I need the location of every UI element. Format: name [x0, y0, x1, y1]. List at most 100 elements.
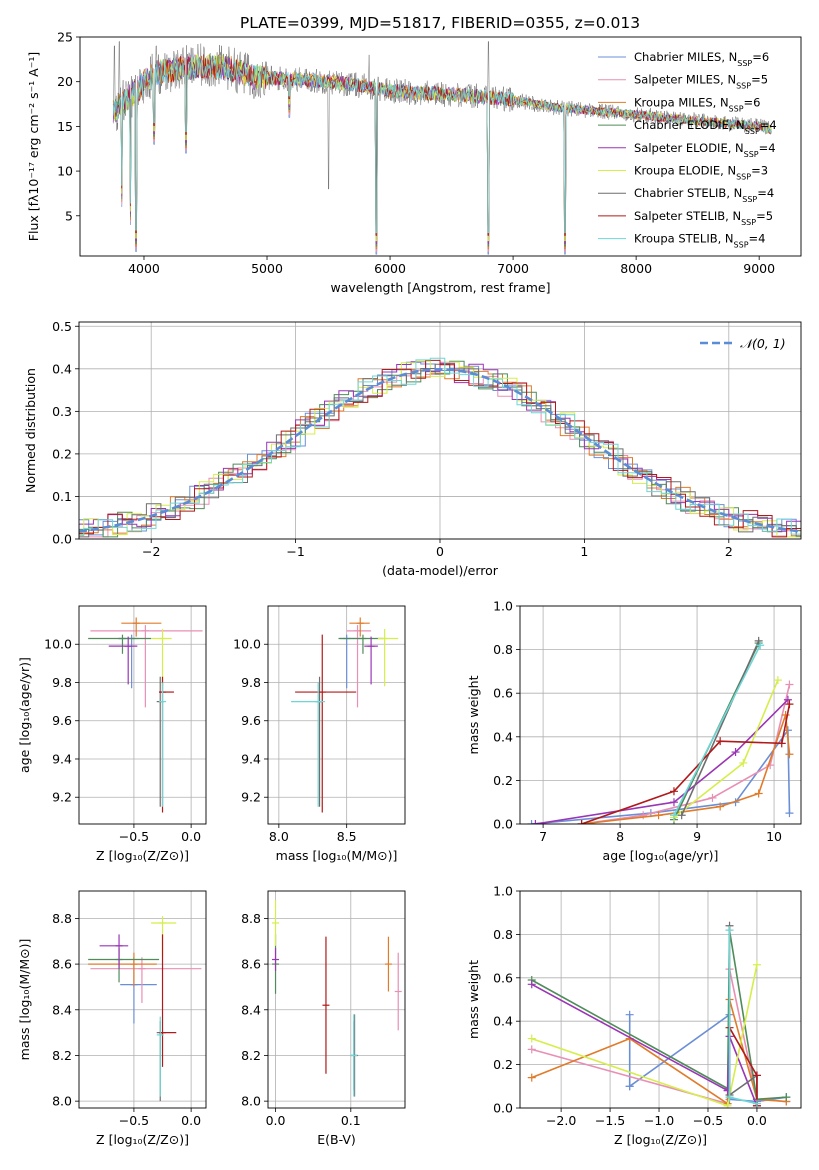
- x-tick-label: −1: [286, 544, 304, 559]
- plus-marker: [531, 820, 540, 824]
- axes: −2 −1 0 1 2 0.0 0.1 0.2 0.3 0.4 0.5 (data-model)/er…: [23, 319, 733, 578]
- x-axis-label: Z [log₁₀(Z/Z⊙)]: [96, 848, 189, 863]
- y-tick-label: 0.4: [493, 729, 513, 744]
- x-tick-label: 7000: [497, 261, 529, 276]
- axes-frame: [78, 605, 207, 825]
- y-axis-label: mass weight: [466, 960, 481, 1039]
- spectrum-line: [112, 55, 772, 234]
- plus-marker: [723, 1101, 732, 1108]
- y-tick-label: 0.2: [52, 446, 72, 461]
- plus-marker: [527, 1034, 536, 1043]
- y-tick-label: 10.0: [44, 637, 72, 652]
- axes-frame: [519, 605, 802, 825]
- y-tick-label: 0.4: [493, 1014, 513, 1029]
- y-tick-label: 0.2: [493, 773, 513, 788]
- y-tick-label: 8.2: [52, 1048, 72, 1063]
- legend-label: Salpeter STELIB, NSSP=5: [634, 209, 773, 227]
- y-tick-label: 0.4: [52, 361, 72, 376]
- plus-marker: [785, 680, 794, 689]
- legend-label: Salpeter ELODIE, NSSP=4: [634, 141, 776, 159]
- plus-marker: [777, 739, 786, 748]
- axes: 4000 5000 6000 7000 8000 9000 5 10 15 20 25 wavelen…: [26, 30, 775, 296]
- y-tick-label: 8.8: [52, 911, 72, 926]
- axes: −2.0 −1.5 −1.0 −0.5 0.0 0.0 0.2 0.4 0.6 0.8 1.0 Z […: [466, 884, 767, 1148]
- plus-marker: [781, 711, 790, 719]
- data-layer: [88, 617, 203, 813]
- y-tick-label: 9.4: [52, 751, 72, 766]
- errorbar-point: [88, 634, 152, 654]
- y-tick-label: 10.0: [233, 637, 261, 652]
- plus-marker: [669, 787, 678, 796]
- plus-marker: [527, 1045, 536, 1054]
- y-tick-label: 0.0: [493, 817, 513, 832]
- plus-marker: [782, 1093, 791, 1102]
- errorbar-point: [159, 682, 167, 807]
- data-layer: [88, 916, 202, 1102]
- x-tick-label: −2.0: [546, 1113, 576, 1128]
- y-tick-label: 9.6: [241, 713, 261, 728]
- x-tick-label: 0.0: [181, 829, 201, 844]
- x-tick-label: 0.0: [266, 1113, 286, 1128]
- axes-frame: [78, 890, 207, 1109]
- x-tick-label: 8.5: [337, 829, 357, 844]
- errorbar-point: [338, 634, 384, 654]
- y-tick-label: 0.1: [52, 489, 72, 504]
- x-tick-label: 6000: [374, 261, 406, 276]
- y-tick-label: 9.2: [52, 790, 72, 805]
- axes-frame: [519, 890, 802, 1109]
- axes-frame: [267, 890, 406, 1109]
- y-tick-label: 5: [65, 208, 73, 223]
- normal-reference-curve: [79, 367, 801, 533]
- legend-label: Chabrier STELIB, NSSP=4: [634, 186, 774, 204]
- plus-marker: [527, 980, 536, 989]
- x-tick-label: 5000: [251, 261, 283, 276]
- weight-line: [535, 699, 789, 824]
- x-tick-label: −0.5: [119, 829, 149, 844]
- x-tick-label: 0: [436, 544, 444, 559]
- errorbar-point: [88, 952, 157, 987]
- y-tick-label: 8.2: [241, 1048, 261, 1063]
- y-tick-label: 9.4: [241, 751, 261, 766]
- data-layer: [527, 636, 794, 824]
- y-axis-label: Normed distribution: [23, 368, 38, 493]
- errorbar-point: [364, 636, 378, 685]
- x-tick-label: −1.0: [644, 1113, 674, 1128]
- errorbar-point: [350, 1014, 358, 1097]
- legend-label: Kroupa ELODIE, NSSP=3: [634, 164, 768, 182]
- plus-marker: [731, 748, 740, 757]
- plus-marker: [527, 820, 536, 824]
- axes: 0.0 0.1 8.0 8.2 8.4 8.6 8.8 E(B-V): [241, 911, 361, 1147]
- y-tick-label: 8.6: [52, 957, 72, 972]
- x-axis-label: Z [log₁₀(Z/Z⊙)]: [614, 1132, 707, 1147]
- axes: −0.5 0.0 9.2 9.4 9.6 9.8 10.0 Z [log₁₀(Z/Z⊙)] ag…: [17, 637, 201, 863]
- y-tick-label: 8.0: [241, 1094, 261, 1109]
- panel-mass_vs_z: −0.5 0.0 8.0 8.2 8.4 8.6 8.8 Z [log₁₀(Z/Z⊙)] mas…: [17, 890, 207, 1147]
- plus-marker: [708, 793, 717, 802]
- panel-weight_vs_age: 7 8 9 10 0.0 0.2 0.4 0.6 0.8 1.0 age [log₁₀(age/yr…: [466, 599, 802, 864]
- y-axis-label: Flux [fλ10⁻¹⁷ erg cm⁻² s⁻¹ A⁻¹]: [26, 52, 41, 241]
- legend-label: Chabrier MILES, NSSP=6: [634, 50, 769, 68]
- errorbar-point: [156, 1016, 164, 1097]
- data-layer: [112, 41, 772, 255]
- weight-line: [680, 640, 760, 816]
- x-tick-label: 7: [539, 829, 547, 844]
- grid: [79, 606, 206, 824]
- axes: 7 8 9 10 0.0 0.2 0.4 0.6 0.8 1.0 age [log₁₀(age/yr…: [466, 599, 782, 864]
- errorbar-point: [295, 634, 357, 813]
- plus-marker: [754, 636, 763, 645]
- legend-label: Salpeter MILES, NSSP=5: [634, 73, 768, 91]
- plus-marker: [785, 700, 794, 709]
- plus-marker: [677, 811, 686, 820]
- legend-label: 𝒩(0, 1): [740, 336, 786, 351]
- figure-title: PLATE=0399, MJD=51817, FIBERID=0355, z=0…: [240, 14, 640, 32]
- panel-age_vs_mass: 8.0 8.5 9.2 9.4 9.6 9.8 10.0 mass [log₁₀(M/M⊙)]: [233, 605, 406, 863]
- y-tick-label: 1.0: [493, 599, 513, 614]
- x-tick-label: −2: [142, 544, 160, 559]
- y-tick-label: 8.8: [241, 911, 261, 926]
- x-axis-label: age [log₁₀(age/yr)]: [603, 848, 719, 863]
- x-tick-label: 2: [725, 544, 733, 559]
- y-tick-label: 1.0: [493, 884, 513, 899]
- errorbar-point: [377, 628, 399, 687]
- y-tick-label: 8.4: [52, 1002, 72, 1017]
- y-tick-label: 9.6: [52, 713, 72, 728]
